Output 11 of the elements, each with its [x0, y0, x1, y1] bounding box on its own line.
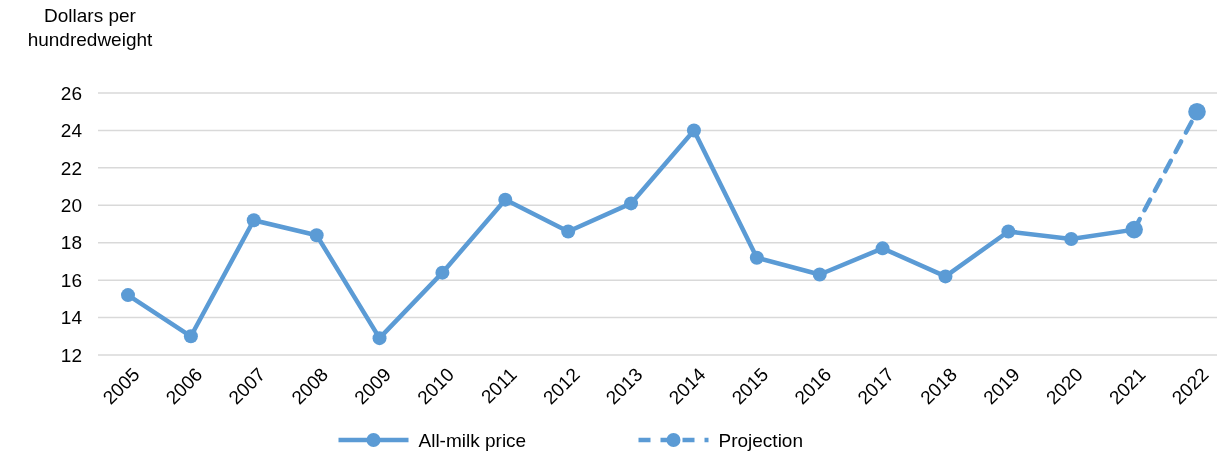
y-tick-label: 14	[60, 307, 83, 329]
legend-label: Projection	[718, 429, 803, 451]
y-tick-label: 24	[60, 120, 83, 142]
y-tick-label: 22	[60, 157, 82, 179]
legend-label: All-milk price	[418, 429, 527, 451]
y-axis-title: Dollars per hundredweight	[27, 5, 154, 50]
y-tick-label: 18	[60, 232, 82, 254]
y-tick-label: 26	[60, 82, 82, 104]
y-tick-label: 16	[60, 269, 82, 291]
y-tick-label: 20	[60, 194, 82, 216]
y-tick-label: 12	[60, 344, 82, 366]
